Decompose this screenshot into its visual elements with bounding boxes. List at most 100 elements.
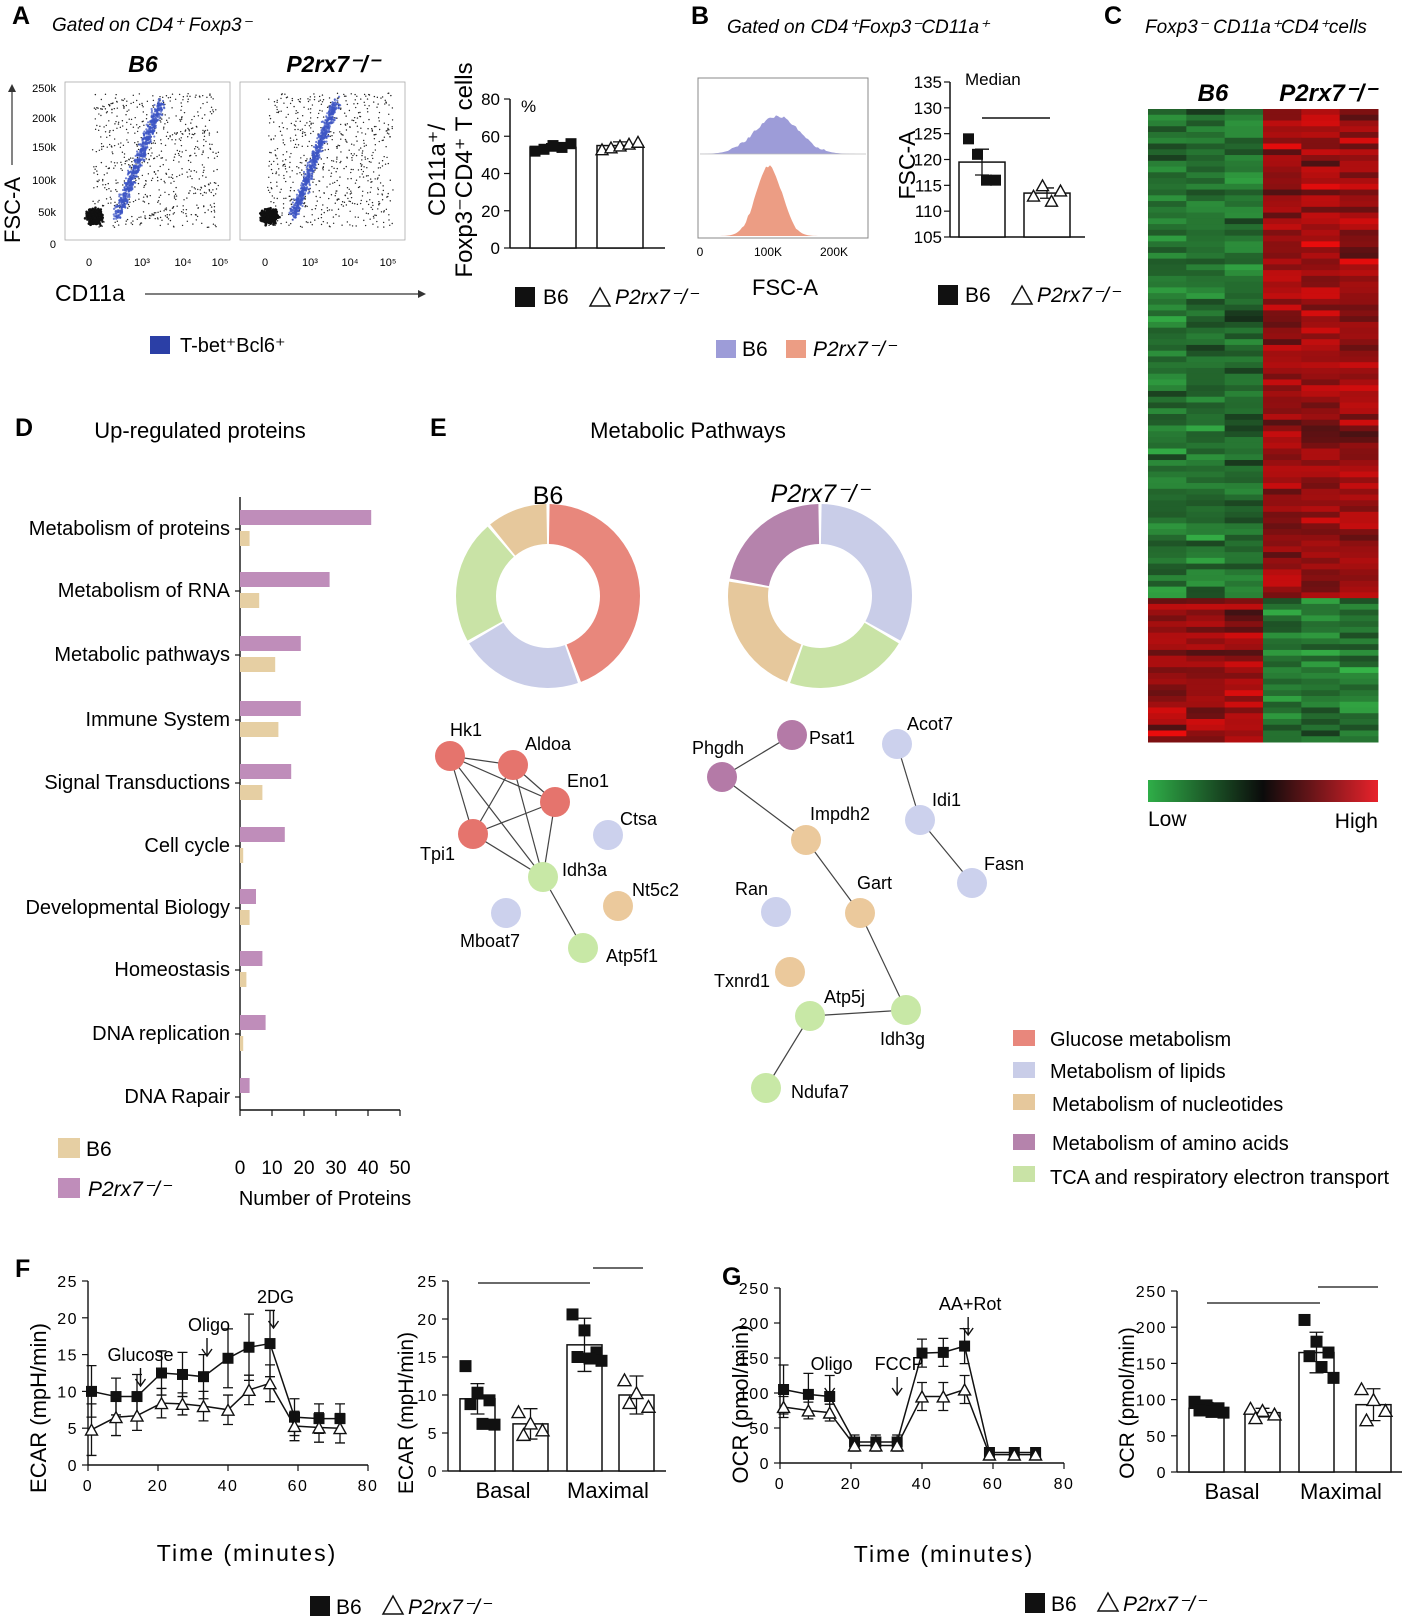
- heatmap-cell: [1148, 212, 1187, 219]
- data-point-p2rx7: [175, 1397, 190, 1411]
- scatter-event: [375, 133, 377, 136]
- scatter-event: [202, 194, 204, 197]
- scatter-event: [348, 149, 350, 151]
- heatmap-cell: [1224, 270, 1264, 277]
- data-point-b6: [1193, 1404, 1206, 1417]
- injection-arrow: [267, 1310, 280, 1330]
- scatter-event: [372, 151, 374, 154]
- scatter-event: [210, 191, 212, 194]
- scatter-event-tbet: [334, 116, 337, 120]
- scatter-event-tbet: [127, 177, 130, 180]
- heatmap-cell: [1301, 713, 1341, 720]
- scatter-event: [144, 217, 147, 220]
- scatter-event: [266, 212, 269, 216]
- scatter-event-tbet: [163, 107, 166, 110]
- heatmap-cell: [1148, 316, 1187, 323]
- donut-slice: [548, 504, 640, 682]
- heatmap-cell: [1263, 483, 1302, 490]
- scatter-event: [199, 192, 202, 195]
- scatter-event-tbet: [131, 188, 134, 191]
- scatter-event: [333, 167, 335, 170]
- scatter-event: [335, 213, 337, 216]
- scatter-event: [203, 135, 206, 138]
- heatmap-cell: [1148, 615, 1187, 622]
- scatter-event: [175, 133, 177, 135]
- node-tpi1: [458, 819, 488, 849]
- scatter-y-tick: 100k: [32, 175, 56, 187]
- heatmap-cell: [1224, 235, 1264, 242]
- heatmap-cell: [1186, 109, 1226, 116]
- heatmap-cell: [1186, 667, 1226, 674]
- scatter-x-tick: 0: [86, 257, 92, 269]
- scatter-event: [163, 210, 165, 212]
- heatmap-cell: [1186, 333, 1226, 340]
- heatmap-cell: [1339, 235, 1379, 242]
- heatmap-cell: [1148, 385, 1187, 392]
- heatmap-cell: [1148, 206, 1187, 214]
- heatmap-cell: [1186, 275, 1226, 283]
- scatter-event: [285, 180, 287, 183]
- line-f-x-label: Time (minutes): [157, 1540, 338, 1566]
- heatmap-cell: [1224, 316, 1264, 323]
- scatter-event: [276, 147, 279, 150]
- scatter-event-tbet: [158, 117, 161, 120]
- heatmap-cell: [1148, 724, 1187, 731]
- scatter-event: [280, 93, 283, 96]
- data-point-p2rx7: [936, 1389, 951, 1403]
- heatmap-cell: [1301, 373, 1341, 380]
- scatter-event: [337, 198, 339, 200]
- scatter-event: [163, 180, 165, 183]
- panel-a-letter: A: [12, 2, 30, 30]
- data-point-p2rx7: [1247, 1410, 1264, 1425]
- scatter-event: [290, 186, 292, 189]
- scatter-event: [311, 104, 314, 106]
- scatter-event-tbet: [125, 192, 129, 195]
- scatter-event: [371, 201, 374, 204]
- scatter-event: [165, 135, 168, 138]
- x-tick-label: 40: [218, 1478, 239, 1495]
- scatter-x-label: CD11a: [55, 280, 125, 306]
- heatmap-cell: [1263, 517, 1302, 524]
- scatter-event-tbet: [308, 163, 311, 166]
- scatter-event: [297, 98, 300, 101]
- scatter-event: [144, 193, 147, 196]
- scatter-event: [153, 140, 156, 142]
- scatter-event-tbet: [136, 161, 139, 164]
- scatter-event: [192, 133, 195, 136]
- node-label-atp5j: Atp5j: [824, 987, 865, 1007]
- heatmap-cell: [1148, 413, 1187, 421]
- scatter-event: [339, 123, 342, 126]
- scatter-event: [369, 199, 371, 201]
- scatter-event: [188, 133, 191, 135]
- scatter-event-tbet: [115, 217, 118, 220]
- heatmap-cell: [1339, 523, 1379, 530]
- bar-b6: [240, 785, 263, 800]
- heatmap-cell: [1148, 281, 1187, 288]
- scatter-event-tbet: [329, 112, 332, 115]
- scatter-event: [172, 159, 175, 162]
- scatter-event-tbet: [125, 184, 128, 187]
- scatter-event: [371, 181, 373, 183]
- scatter-event: [149, 194, 151, 197]
- scatter-event: [193, 115, 195, 118]
- node-atp5j: [795, 1001, 825, 1031]
- scatter-event: [93, 187, 95, 189]
- scatter-event: [169, 219, 172, 222]
- scatter-event: [268, 176, 270, 179]
- scatter-event: [329, 101, 332, 104]
- scatter-event: [376, 178, 379, 180]
- heatmap-cell: [1263, 626, 1302, 634]
- scatter-event: [319, 109, 321, 112]
- scatter-event: [378, 140, 380, 143]
- scatter-event: [343, 95, 346, 97]
- scatter-event-tbet: [136, 154, 139, 157]
- scatter-event: [150, 147, 152, 149]
- scatter-event: [203, 132, 206, 134]
- scatter-event: [343, 201, 346, 204]
- scatter-event: [380, 211, 383, 213]
- scatter-event: [104, 108, 107, 110]
- scatter-event-tbet: [132, 168, 135, 171]
- heatmap-cell: [1224, 252, 1264, 260]
- heatmap-cell: [1301, 402, 1341, 409]
- heatmap-cell: [1339, 149, 1379, 156]
